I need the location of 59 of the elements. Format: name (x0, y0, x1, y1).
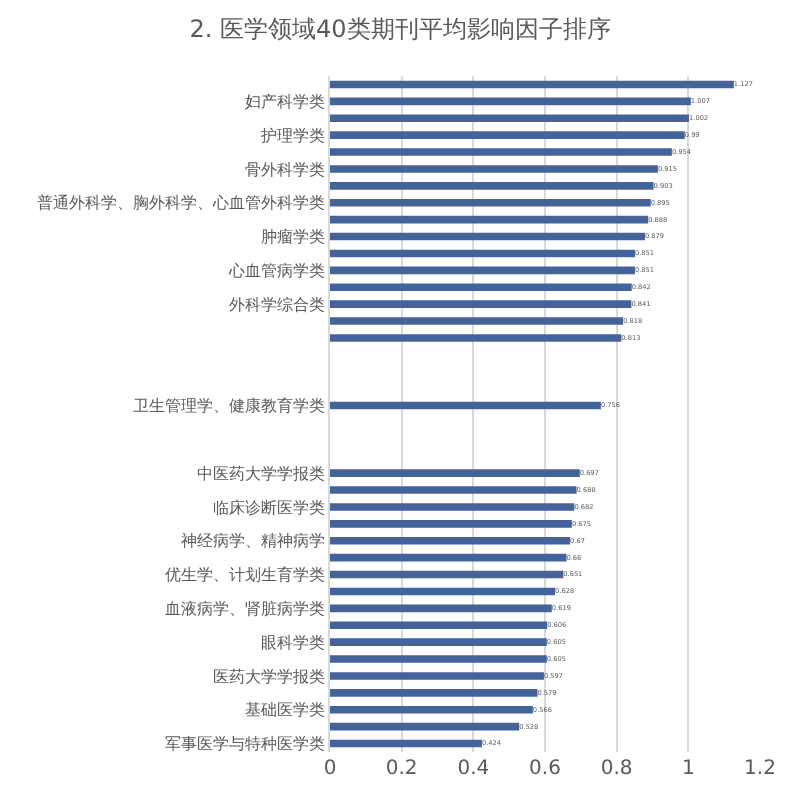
y-tick-label: 眼科学类 (260, 633, 325, 652)
bar (330, 587, 556, 596)
y-tick-label: 肿瘤学类 (260, 228, 325, 247)
x-tick-label: 1 (681, 758, 695, 780)
y-tick-label: 卫生管理学、健康教育学类 (132, 397, 325, 416)
y-tick-label: 骨外科学类 (244, 160, 325, 179)
x-tick-label: 0.8 (600, 758, 633, 780)
bar (330, 705, 533, 714)
bar (330, 182, 654, 190)
y-tick-label: 护理学类 (258, 126, 325, 145)
bar (330, 334, 622, 342)
y-tick-label: 优生学、计划生育学类 (164, 566, 325, 585)
bar (330, 198, 651, 207)
bar (330, 553, 567, 562)
y-tick-label: 外科学综合类 (228, 295, 325, 314)
bar (330, 317, 624, 325)
bar (330, 114, 690, 123)
bar (330, 672, 544, 680)
y-tick-label: 普通外科学、胸外科学、心血管外科学类 (36, 194, 325, 213)
y-tick-label: 医药大学学报类 (212, 667, 325, 686)
x-tick-label: 0 (323, 758, 337, 780)
y-tick-label: 临床诊断医学类 (212, 498, 325, 517)
bar (330, 469, 580, 477)
bar (330, 570, 564, 579)
y-tick-label: 军事医学与特种医学类 (164, 735, 325, 754)
y-tick-label: 血液病学、肾脏病学类 (164, 599, 325, 618)
bar (330, 215, 649, 224)
bar (330, 165, 658, 173)
bar (330, 739, 482, 748)
bar (330, 604, 552, 613)
y-tick-label: 神经病学、精神病学 (180, 532, 325, 551)
bar (330, 283, 632, 292)
bar (330, 486, 577, 494)
x-tick-label: 0.6 (529, 758, 561, 780)
bar (330, 621, 548, 630)
bar (330, 80, 734, 89)
bar (330, 401, 601, 410)
chart-title: 2. 医学领域40类期刊平均影响因子排序 (189, 15, 611, 43)
x-tick-label: 1.2 (744, 758, 776, 780)
y-tick-label: 中医药大学学报类 (196, 464, 325, 483)
y-tick-label: 基础医学类 (244, 701, 325, 720)
bar (330, 655, 547, 663)
bar (330, 722, 520, 731)
bar (330, 638, 547, 646)
bar (330, 232, 645, 241)
y-tick-label: 心血管病学类 (226, 261, 325, 280)
bar (330, 97, 691, 106)
bar (330, 536, 571, 545)
bar (330, 520, 572, 528)
bar (330, 300, 632, 308)
bar (330, 148, 672, 156)
bar (330, 131, 685, 139)
bar (330, 249, 635, 258)
x-tick-label: 0.4 (457, 758, 490, 780)
y-tick-label: 妇产科学类 (244, 92, 325, 111)
x-tick-label: 0.2 (385, 758, 418, 780)
bar (330, 503, 575, 511)
bar (330, 266, 635, 275)
bar (330, 689, 538, 697)
